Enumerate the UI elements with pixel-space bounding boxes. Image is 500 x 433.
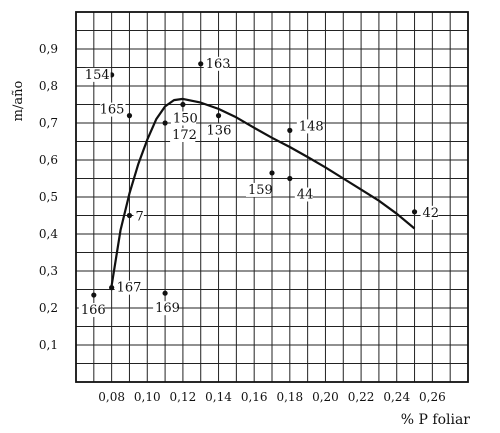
point-label-bg xyxy=(204,123,230,138)
y-axis-label: m/año xyxy=(11,81,26,122)
data-point xyxy=(91,292,97,298)
y-tick-label: 0,8 xyxy=(39,79,58,93)
point-label: 166 xyxy=(81,303,106,318)
x-axis-label: % P foliar xyxy=(401,412,471,428)
point-label: 154 xyxy=(85,68,110,83)
point-label-bg xyxy=(246,182,272,197)
x-tick-label: 0,14 xyxy=(205,390,232,404)
point-label: 44 xyxy=(297,188,314,203)
x-tick-label: 0,08 xyxy=(98,390,125,404)
x-tick-label: 0,10 xyxy=(134,390,161,404)
point-label: 172 xyxy=(172,128,197,143)
y-tick-label: 0,2 xyxy=(39,301,58,315)
point-label-bg xyxy=(114,280,140,295)
y-tick-label: 0,3 xyxy=(39,264,58,278)
y-tick-label: 0,4 xyxy=(39,227,58,241)
data-point xyxy=(287,175,293,182)
point-label-bg xyxy=(296,119,323,134)
fit-curve-group xyxy=(110,97,416,286)
point-label: 167 xyxy=(117,281,142,296)
point-label-bg xyxy=(203,56,229,71)
point-label: 159 xyxy=(248,183,273,198)
y-tick-label: 0,9 xyxy=(39,42,58,56)
data-point xyxy=(126,113,133,119)
x-tick-label: 0,16 xyxy=(241,390,268,404)
point-label: 169 xyxy=(155,301,180,316)
x-tick-label: 0,22 xyxy=(348,390,375,404)
x-tick-label: 0,12 xyxy=(170,390,197,404)
point-label-bg xyxy=(85,67,111,82)
point-label: 163 xyxy=(206,57,231,72)
fit-curve xyxy=(110,97,416,286)
point-label-bg xyxy=(133,209,144,224)
point-label-bg xyxy=(420,205,439,220)
point-label: 136 xyxy=(207,124,232,139)
point-label: 165 xyxy=(100,103,125,118)
point-label: 150 xyxy=(173,112,198,127)
data-point xyxy=(411,209,418,215)
point-label-bg xyxy=(78,303,105,318)
data-point xyxy=(287,127,293,133)
x-tick-label: 0,24 xyxy=(383,390,410,404)
point-label-bg xyxy=(170,111,197,126)
data-point xyxy=(109,285,115,291)
point-label-bg xyxy=(153,301,179,316)
point-label: 42 xyxy=(423,206,440,221)
y-tick-label: 0,6 xyxy=(39,153,58,167)
data-point xyxy=(180,101,186,108)
y-tick-label: 0,7 xyxy=(39,116,58,130)
data-point xyxy=(126,212,133,219)
plot-frame xyxy=(75,11,469,383)
data-point xyxy=(269,170,275,176)
point-label-bg xyxy=(170,128,196,142)
data-point xyxy=(215,113,222,119)
x-tick-label: 0,26 xyxy=(419,390,446,404)
point-label: 148 xyxy=(299,119,324,134)
point-label-bg xyxy=(100,102,126,117)
x-tick-label: 0,18 xyxy=(276,390,303,404)
data-point xyxy=(198,61,204,67)
y-tick-label: 0,1 xyxy=(39,338,58,352)
y-tick-label: 0,5 xyxy=(39,190,58,204)
data-point xyxy=(162,290,168,296)
x-tick-label: 0,20 xyxy=(312,390,339,404)
data-point xyxy=(162,120,168,126)
point-label-bg xyxy=(294,187,313,202)
tick-labels: 0,08 0,10 0,12 0,14 0,16 0,18 0,20 0,22 0,24 0,26… xyxy=(39,42,446,404)
point-label: 7 xyxy=(135,210,143,225)
